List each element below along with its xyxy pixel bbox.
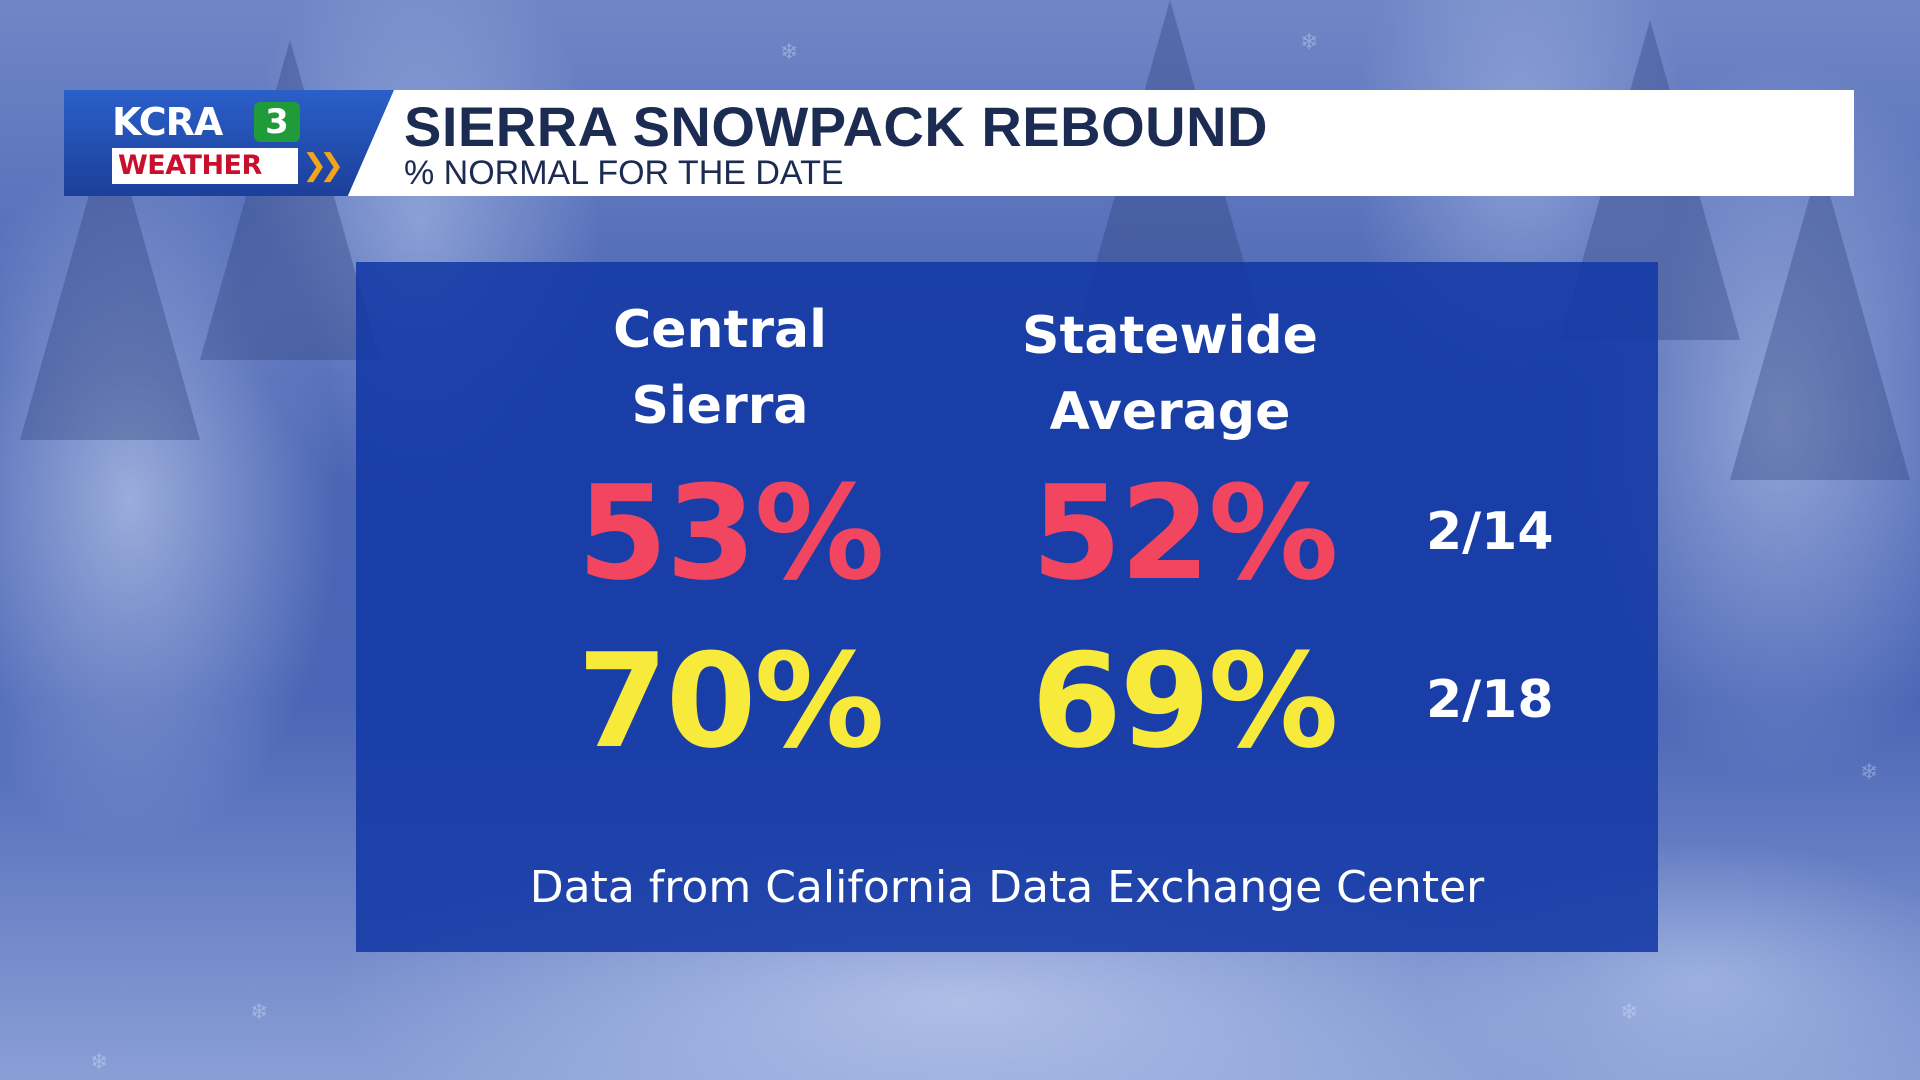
column-header-line: Average <box>1049 382 1291 442</box>
snowflake-icon: ❄ <box>250 1000 269 1025</box>
date-label-2-18: 2/18 <box>1426 670 1554 730</box>
snowpack-data-panel: Central Sierra Statewide Average 53% 52%… <box>356 262 1658 952</box>
column-header-line: Central <box>613 300 827 360</box>
title-banner: KCRA 3 WEATHER ❯❯ SIERRA SNOWPACK REBOUN… <box>64 90 1854 196</box>
tree-shape <box>1730 160 1910 480</box>
snowflake-icon: ❄ <box>1300 30 1319 55</box>
column-header-central-sierra: Central Sierra <box>520 292 920 444</box>
snowflake-icon: ❄ <box>1860 760 1879 785</box>
page-title: SIERRA SNOWPACK REBOUND <box>404 95 1268 158</box>
value-central-sierra-2-18: 70% <box>577 625 884 777</box>
date-label-2-14: 2/14 <box>1426 502 1554 562</box>
logo-channel-number: 3 <box>254 102 300 142</box>
column-header-statewide-average: Statewide Average <box>970 298 1370 450</box>
snowflake-icon: ❄ <box>780 40 799 65</box>
logo-station-name: KCRA <box>112 100 223 144</box>
snowflake-icon: ❄ <box>90 1050 109 1075</box>
column-header-line: Sierra <box>631 376 809 436</box>
logo-weather-label: WEATHER <box>112 148 298 184</box>
column-header-line: Statewide <box>1022 306 1318 366</box>
page-subtitle: % NORMAL FOR THE DATE <box>404 154 844 192</box>
data-source-credit: Data from California Data Exchange Cente… <box>529 862 1485 913</box>
snowflake-icon: ❄ <box>1620 1000 1639 1025</box>
tree-shape <box>200 40 380 360</box>
chevron-right-icon: ❯❯ <box>302 148 344 183</box>
value-statewide-2-14: 52% <box>1031 457 1338 609</box>
value-statewide-2-18: 69% <box>1031 625 1338 777</box>
value-central-sierra-2-14: 53% <box>577 457 884 609</box>
